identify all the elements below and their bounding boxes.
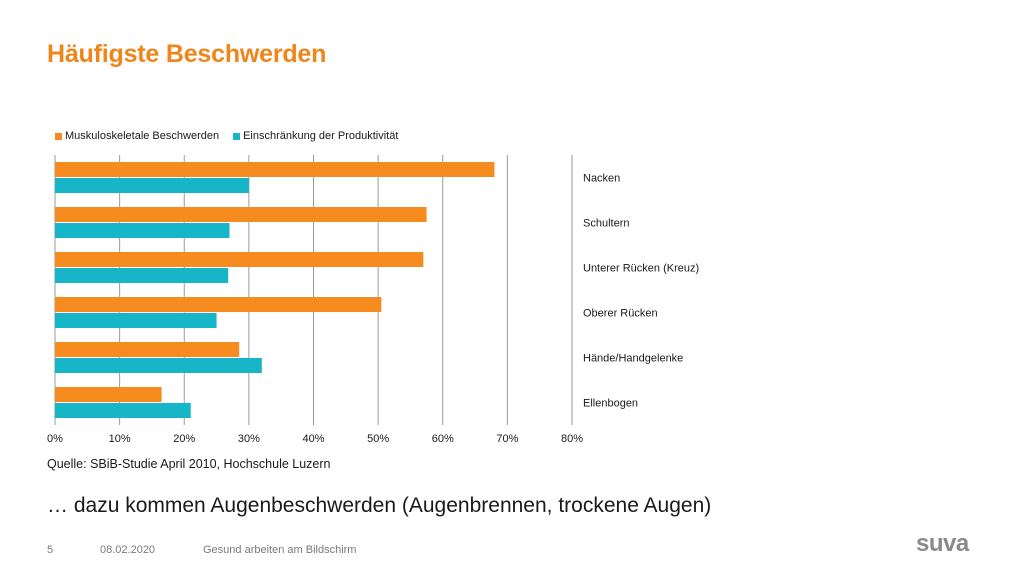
x-tick-label: 80% — [561, 433, 583, 445]
x-tick-label: 30% — [238, 433, 260, 445]
footer-page-number: 5 — [47, 544, 54, 556]
suva-logo: suva — [916, 530, 969, 557]
category-label: Oberer Rücken — [583, 308, 658, 320]
page-title: Häufigste Beschwerden — [47, 40, 327, 68]
legend-item-series-2: Einschränkung der Produktivität — [233, 130, 398, 142]
source-note: Quelle: SBiB-Studie April 2010, Hochschu… — [47, 457, 331, 471]
category-label: Nacken — [583, 173, 620, 185]
x-tick-label: 10% — [109, 433, 131, 445]
legend-swatch-series-2 — [233, 132, 241, 140]
bar-series-1 — [55, 207, 427, 222]
chart-legend: Muskuloskeletale Beschwerden Einschränku… — [55, 130, 398, 142]
footer-topic: Gesund arbeiten am Bildschirm — [203, 544, 357, 556]
bar-series-1 — [55, 162, 495, 177]
x-tick-label: 40% — [302, 433, 324, 445]
x-tick-label: 20% — [173, 433, 195, 445]
x-tick-label: 70% — [496, 433, 518, 445]
x-tick-label: 60% — [432, 433, 454, 445]
bar-series-2 — [55, 223, 230, 238]
legend-label-series-2: Einschränkung der Produktivität — [243, 130, 399, 142]
x-tick-label: 0% — [47, 433, 63, 445]
bar-series-2 — [55, 358, 262, 373]
bar-series-2 — [55, 178, 249, 193]
bar-series-1 — [55, 342, 240, 357]
bar-series-2 — [55, 313, 217, 328]
category-label: Unterer Rücken (Kreuz) — [583, 263, 699, 275]
footer-date: 08.02.2020 — [100, 544, 156, 556]
subtitle: … dazu kommen Augenbeschwerden (Augenbre… — [47, 494, 712, 517]
bar-series-2 — [55, 268, 229, 283]
bar-series-1 — [55, 387, 162, 402]
category-label: Schultern — [583, 218, 629, 230]
category-label: Ellenbogen — [583, 398, 638, 410]
bar-series-2 — [55, 403, 191, 418]
category-label: Hände/Handgelenke — [583, 353, 683, 365]
x-tick-label: 50% — [367, 433, 389, 445]
bar-series-1 — [55, 252, 424, 267]
legend-item-series-1: Muskuloskeletale Beschwerden — [55, 130, 219, 142]
legend-swatch-series-1 — [55, 132, 62, 140]
bar-series-1 — [55, 297, 382, 312]
legend-label-series-1: Muskuloskeletale Beschwerden — [65, 130, 220, 142]
